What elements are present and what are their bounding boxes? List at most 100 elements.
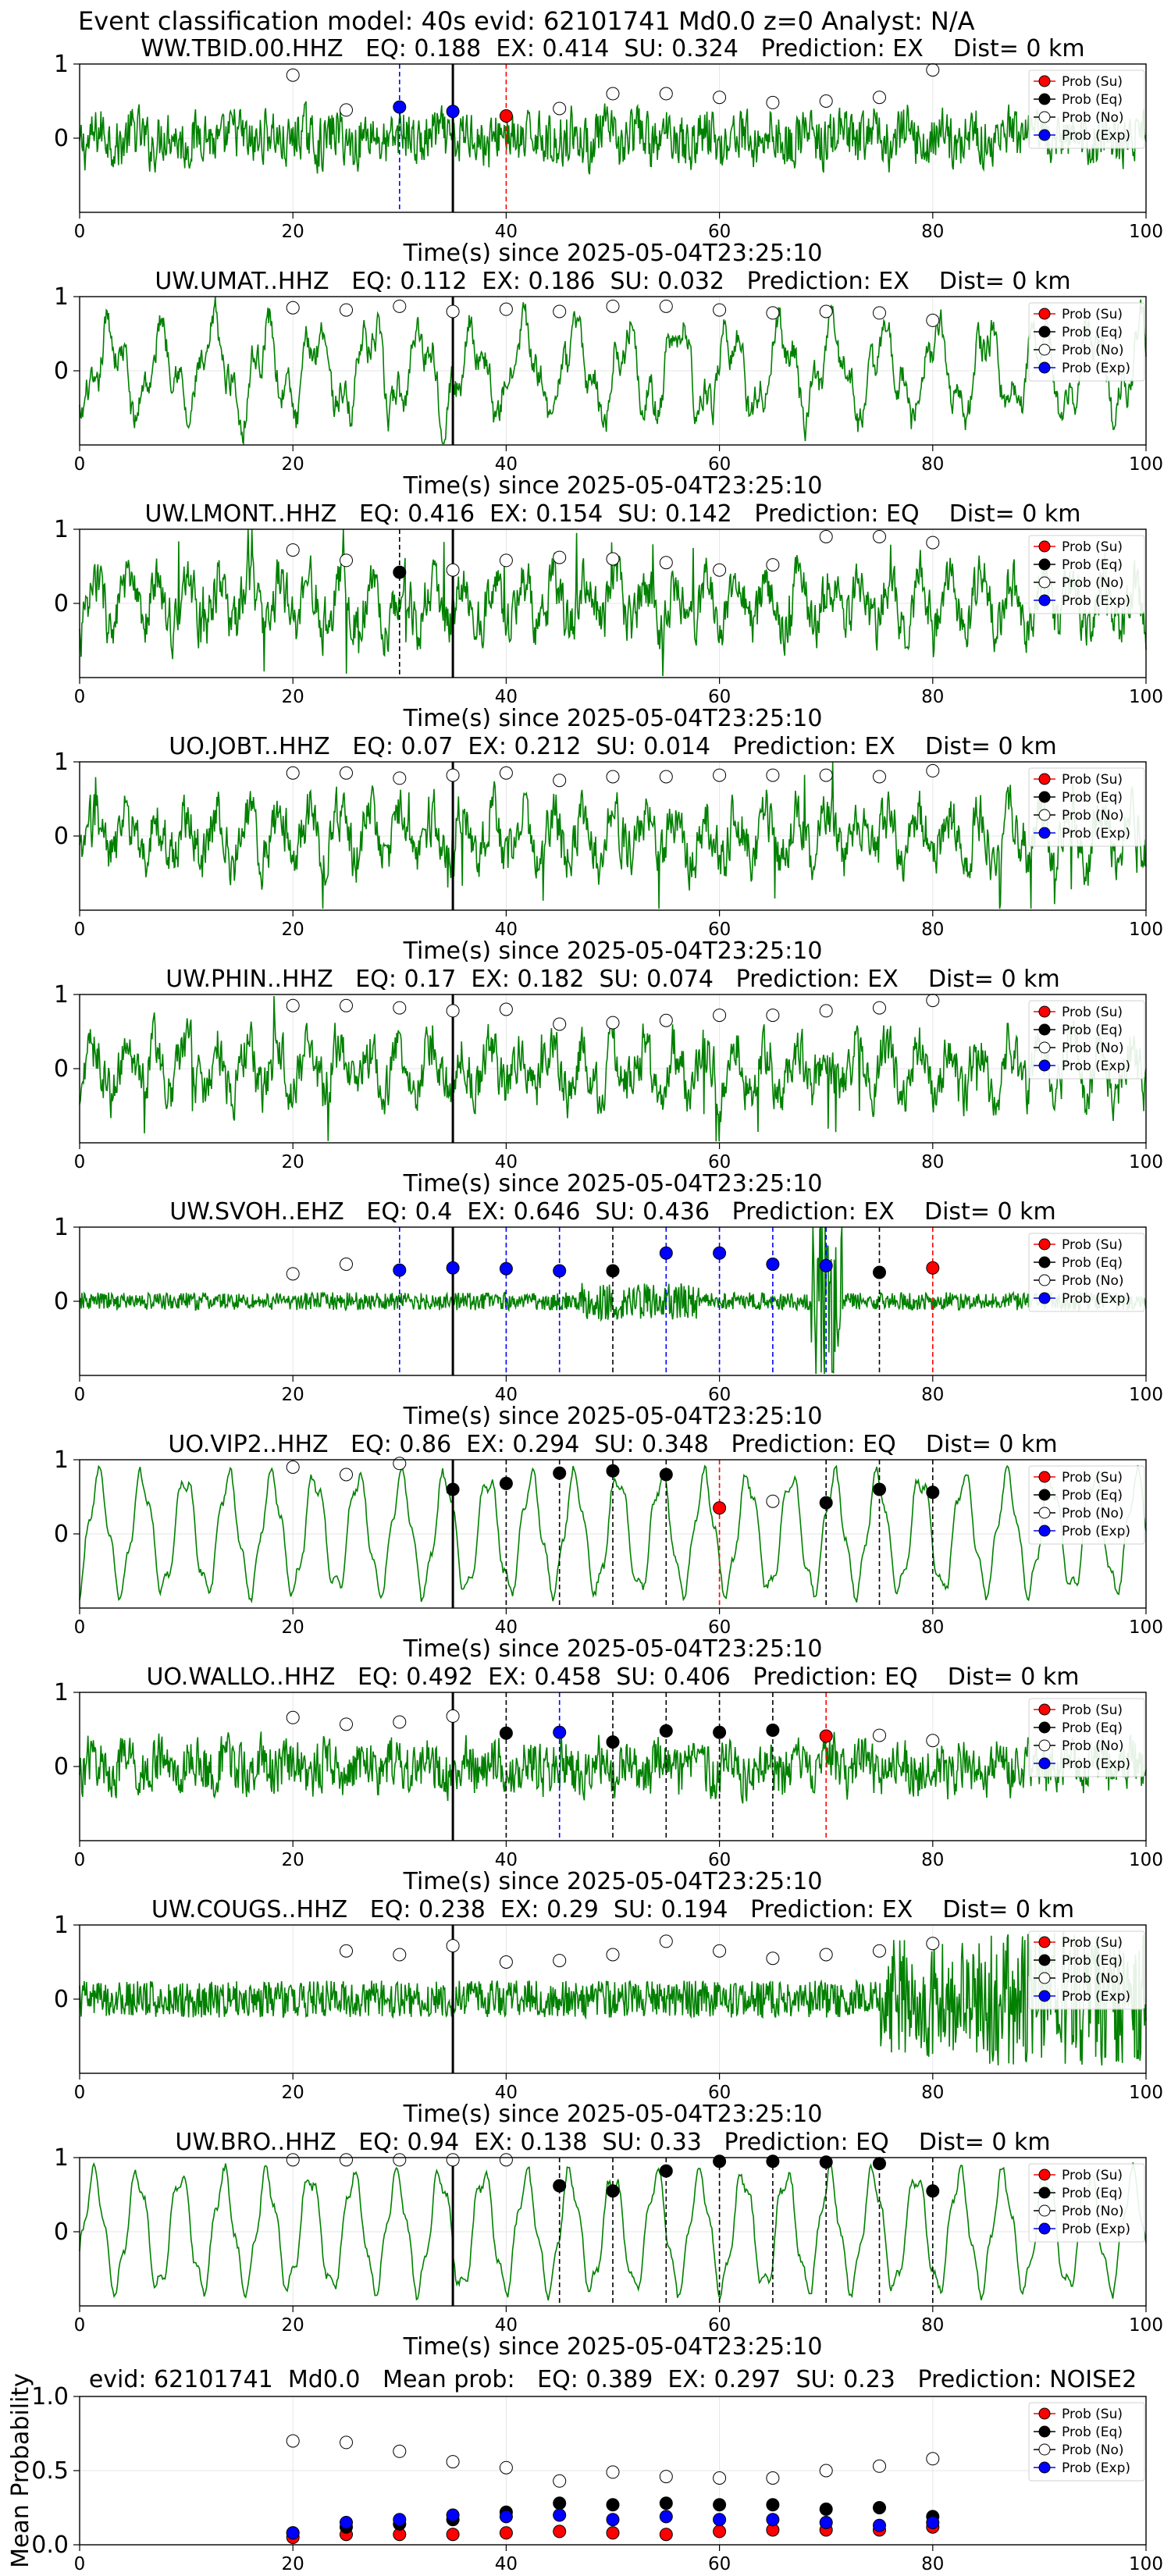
mean-prob-point-eq [659,2496,673,2510]
prob-marker-no [340,2153,353,2167]
panel-title: WW.TBID.00.HHZ EQ: 0.188 EX: 0.414 SU: 0… [141,35,1084,62]
legend-label: Prob (Eq) [1062,1023,1123,1038]
prob-marker-no [873,1944,886,1958]
x-tick-label: 40 [495,1385,518,1405]
x-axis-label: Time(s) since 2025-05-04T23:25:10 [403,1403,823,1430]
x-axis-label: Time(s) since 2025-05-04T23:25:10 [403,472,823,500]
x-tick-label: 100 [1129,2083,1163,2103]
mean-prob-point-exp [446,2508,460,2522]
x-axis-label: Time(s) since 2025-05-04T23:25:10 [403,240,823,267]
legend-label: Prob (Exp) [1062,2222,1130,2237]
y-tick-label: 0 [54,358,69,385]
prob-marker-no [713,303,727,317]
x-tick-label: 80 [921,1152,944,1172]
x-tick-label: 20 [282,222,304,242]
mean-prob-point-no [659,2470,673,2484]
legend-box [1028,535,1145,614]
legend-marker-eq [1038,1256,1051,1268]
mean-prob-point-su [553,2524,567,2539]
legend-marker-no [1038,1972,1051,1984]
x-axis-label: Time(s) since 2025-05-04T23:25:10 [403,1868,823,1895]
prob-marker-eq [606,2184,620,2198]
x-tick-label: 0 [74,687,86,707]
axes-frame [79,1226,1147,1376]
panel-title: UW.SVOH..EHZ EQ: 0.4 EX: 0.646 SU: 0.436… [169,1198,1055,1226]
y-tick-label: 1 [54,283,69,311]
prob-marker-no [926,535,940,550]
x-tick-label: 80 [921,920,944,940]
legend-marker-eq [1038,1954,1051,1966]
prob-marker-no [286,543,300,557]
legend-marker-su [1038,1703,1051,1716]
x-tick-label: 100 [1129,1385,1163,1405]
legend-label: Prob (Exp) [1062,1756,1130,1772]
panel-9: 0 20 40 60 80 100 1 0 UW.BRO..HHZ EQ: 0.94 EX: 0… [54,2129,1163,2361]
prob-marker-no [606,552,620,566]
mean-prob-point-no [446,2455,460,2469]
legend-marker-eq [1038,93,1051,105]
prob-marker-no [286,68,300,82]
x-tick-label: 20 [282,2083,304,2103]
prob-marker-no [340,1258,353,1271]
x-tick-label: 80 [921,2315,944,2336]
panel-10: 0 20 40 60 80 100 1.0 0.5 0.0 evid: 62101741 Md0.… [7,2366,1163,2574]
legend-label: Prob (Exp) [1062,128,1130,144]
y-axis-label: Mean Probability [7,2373,34,2568]
legend-marker-eq [1038,1023,1051,1036]
prob-marker-no [340,1717,353,1731]
x-tick-label: 80 [921,1385,944,1405]
prob-marker-no [499,766,513,780]
mean-prob-point-exp [553,2508,567,2522]
prob-marker-eq [766,1723,780,1737]
prob-marker-no [606,770,620,784]
axes-frame [79,2157,1147,2307]
mean-prob-point-no [393,2444,407,2458]
mean-prob-point-exp [340,2516,353,2529]
mean-prob-point-no [499,2460,513,2475]
prob-marker-eq [873,1482,886,1496]
prob-marker-no [286,998,300,1012]
x-tick-label: 40 [495,2315,518,2336]
x-tick-label: 0 [74,1385,86,1405]
prob-marker-no [819,1948,833,1962]
x-axis-label: Time(s) since 2025-05-04T23:25:10 [403,1635,823,1663]
legend-marker-exp [1038,2222,1051,2235]
panel-7: 0 20 40 60 80 100 1 0 UO.WALLO..HHZ EQ: 0.492 EX… [54,1663,1163,1895]
prob-marker-eq [659,1468,673,1482]
prob-marker-no [766,1952,780,1966]
legend-label: Prob (Su) [1062,539,1123,555]
legend-marker-no [1038,1739,1051,1752]
y-tick-label: 0 [54,1986,69,2013]
waveform-trace [79,1930,1147,2065]
x-tick-label: 40 [495,222,518,242]
prob-marker-no [819,530,833,543]
panel-1: 0 20 40 60 80 100 1 0 UW.UMAT..HHZ EQ: 0.112 EX:… [54,268,1163,500]
prob-marker-no [766,558,780,572]
prob-marker-eq [659,1724,673,1738]
x-tick-label: 100 [1129,1152,1163,1172]
x-tick-label: 100 [1129,687,1163,707]
x-tick-label: 20 [282,1385,304,1405]
mean-prob-point-exp [926,2516,940,2529]
prob-marker-no [819,94,833,108]
prob-marker-no [659,87,673,101]
legend-marker-no [1038,343,1051,356]
prob-marker-no [659,556,673,570]
prob-marker-exp [659,1246,673,1260]
waveform-trace [79,297,1147,446]
x-tick-label: 80 [921,222,944,242]
mean-prob-point-no [713,2471,727,2485]
prob-marker-no [926,63,940,77]
legend-label: Prob (Su) [1062,2168,1123,2183]
x-tick-label: 0 [74,1152,86,1172]
legend-label: Prob (Eq) [1062,1255,1123,1271]
prob-marker-no [446,1939,460,1953]
legend-label: Prob (Eq) [1062,1488,1123,1503]
legend-marker-exp [1038,1059,1051,1072]
x-tick-label: 80 [921,1850,944,1870]
y-tick-label: 1.0 [31,2383,69,2411]
x-tick-label: 60 [708,920,731,940]
prob-marker-no [446,304,460,318]
prob-marker-eq [819,1496,833,1510]
x-tick-label: 60 [708,2554,731,2574]
